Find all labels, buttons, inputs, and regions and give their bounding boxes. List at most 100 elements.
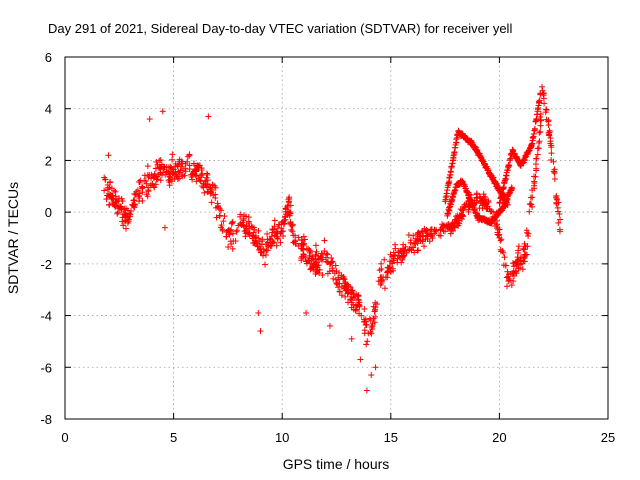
data-point [326, 261, 333, 268]
data-point [519, 266, 526, 273]
data-point [169, 151, 176, 158]
y-tick-label: -8 [40, 412, 52, 427]
data-point [341, 275, 348, 282]
data-point [546, 132, 553, 139]
data-point [102, 176, 109, 183]
data-point [515, 243, 522, 250]
data-point [448, 163, 455, 170]
data-point [443, 223, 450, 230]
data-point [317, 255, 324, 262]
data-point [112, 199, 119, 206]
data-point [204, 181, 211, 188]
data-point [111, 187, 118, 194]
data-point [397, 254, 404, 261]
data-point [130, 203, 137, 210]
data-point [144, 163, 151, 170]
data-point [382, 274, 389, 281]
data-point [342, 293, 349, 300]
data-point [188, 173, 195, 180]
data-point [151, 174, 158, 181]
data-point [126, 210, 133, 217]
data-point [272, 230, 279, 237]
data-point [321, 237, 328, 244]
data-point [332, 262, 339, 269]
data-point [533, 165, 540, 172]
data-point [437, 226, 444, 233]
data-point [555, 219, 562, 226]
y-tick-label: 2 [45, 153, 52, 168]
data-point [179, 167, 186, 174]
y-axis-label: SDTVAR / TECUs [5, 182, 21, 294]
data-point [295, 234, 302, 241]
data-point [415, 229, 422, 236]
data-point [259, 238, 266, 245]
data-point [145, 173, 152, 180]
data-point [501, 254, 508, 261]
data-point [528, 141, 535, 148]
data-point [497, 237, 504, 244]
data-point [238, 221, 245, 228]
data-point [537, 128, 544, 135]
data-point [507, 277, 514, 284]
data-point [550, 168, 557, 175]
data-point [198, 167, 205, 174]
data-point [285, 196, 292, 203]
data-point [257, 328, 264, 335]
data-point [279, 228, 286, 235]
data-point [237, 213, 244, 220]
data-point [216, 205, 223, 212]
grid [65, 57, 608, 419]
data-point [204, 171, 211, 178]
data-point [502, 262, 509, 269]
data-point [281, 220, 288, 227]
data-point [537, 122, 544, 129]
data-point [261, 248, 268, 255]
data-point [273, 242, 280, 249]
data-point [410, 244, 417, 251]
data-point [130, 197, 137, 204]
data-point [119, 198, 126, 205]
data-point [520, 254, 527, 261]
data-point [341, 282, 348, 289]
data-point [536, 97, 543, 104]
data-point [116, 195, 123, 202]
x-tick-label: 0 [61, 430, 68, 445]
data-point [301, 236, 308, 243]
data-point [233, 228, 240, 235]
data-point [179, 158, 186, 165]
data-point [394, 259, 401, 266]
data-point [324, 270, 331, 277]
data-point [536, 138, 543, 145]
data-point [504, 283, 511, 290]
data-point [189, 176, 196, 183]
data-point [288, 226, 295, 233]
data-point [139, 184, 146, 191]
data-point [476, 205, 483, 212]
data-point [253, 239, 260, 246]
data-point [210, 192, 217, 199]
data-point [449, 160, 456, 167]
data-point [178, 163, 185, 170]
chart-title: Day 291 of 2021, Sidereal Day-to-day VTE… [48, 21, 512, 36]
data-point [349, 287, 356, 294]
data-point [308, 257, 315, 264]
y-tick-label: 0 [45, 205, 52, 220]
x-axis-label: GPS time / hours [283, 456, 390, 472]
data-point [255, 309, 262, 316]
data-point [521, 157, 528, 164]
data-point [453, 216, 460, 223]
data-point [241, 212, 248, 219]
data-point [363, 387, 370, 394]
data-point [258, 249, 265, 256]
data-point [333, 268, 340, 275]
data-point [521, 246, 528, 253]
data-point [335, 284, 342, 291]
y-tick-label: 4 [45, 102, 52, 117]
data-point [121, 205, 128, 212]
data-point [210, 182, 217, 189]
data-point [135, 193, 142, 200]
data-point [139, 185, 146, 192]
data-point [336, 288, 343, 295]
x-tick-label: 15 [384, 430, 398, 445]
